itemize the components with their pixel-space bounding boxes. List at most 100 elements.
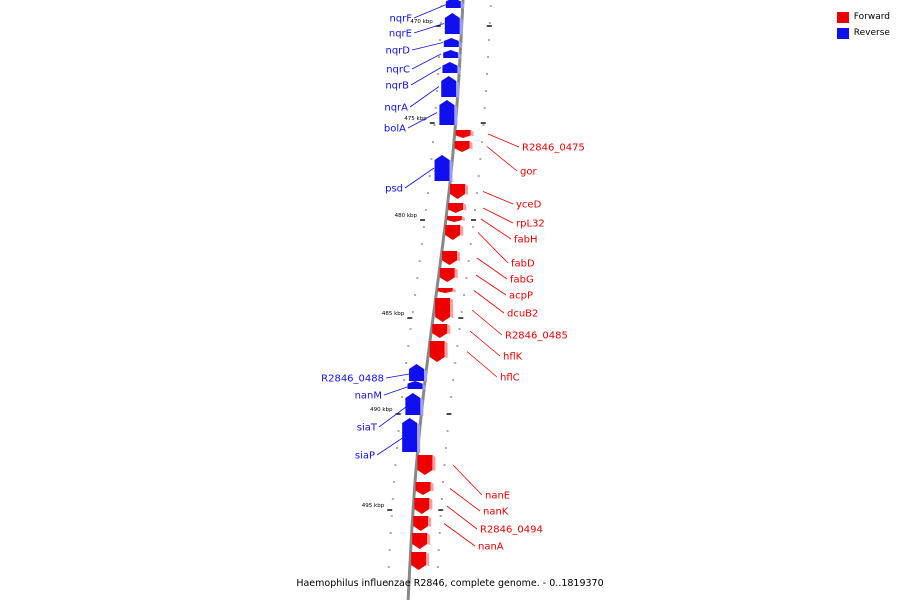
- gene-label[interactable]: nqrC: [386, 65, 410, 76]
- gene-arrow[interactable]: [445, 0, 461, 8]
- gene-r2846_0475[interactable]: R2846_0475: [455, 130, 585, 154]
- gene-leader-line: [482, 191, 514, 205]
- gene-label[interactable]: nanK: [483, 507, 509, 518]
- gene-features[interactable]: nqrF nqrE nqrD nqrC nqrB nqrA bolA R2846_0475go…: [321, 0, 585, 570]
- gene-label[interactable]: rpL32: [516, 219, 545, 230]
- gene-nqrb[interactable]: nqrB: [385, 62, 461, 92]
- gene-arrow[interactable]: [407, 381, 423, 389]
- gene-arrow[interactable]: [412, 533, 428, 549]
- gene-leader-line: [446, 505, 478, 530]
- gene-label[interactable]: R2846_0488: [321, 374, 384, 385]
- gene-arrow[interactable]: [448, 203, 464, 213]
- gene-arrow[interactable]: [413, 516, 429, 531]
- gene-label[interactable]: R2846_0485: [505, 331, 568, 342]
- gene-arrow[interactable]: [417, 455, 433, 475]
- gene-label[interactable]: hflC: [500, 373, 520, 384]
- gene-label[interactable]: R2846_0494: [480, 525, 543, 536]
- legend-item-forward: Forward: [836, 9, 890, 25]
- gene-nqrc[interactable]: nqrC: [386, 50, 462, 76]
- gene-arrow[interactable]: [445, 225, 461, 240]
- gene-yced[interactable]: yceD: [450, 184, 542, 211]
- gene-label[interactable]: acpP: [509, 291, 533, 302]
- gene-arrow[interactable]: [441, 76, 457, 97]
- legend-item-reverse: Reverse: [836, 25, 890, 41]
- gene-label[interactable]: nqrA: [384, 103, 408, 114]
- gene-hflc[interactable]: hflC: [429, 341, 520, 384]
- gene-rpl32[interactable]: rpL32: [448, 203, 545, 230]
- gene-arrow[interactable]: [415, 482, 431, 495]
- gene-label[interactable]: nqrF: [389, 14, 412, 25]
- gene-label[interactable]: nanE: [485, 491, 510, 502]
- gene-label[interactable]: fabH: [514, 235, 538, 246]
- gene-label[interactable]: nqrB: [385, 81, 409, 92]
- gene-nqrd[interactable]: nqrD: [386, 38, 462, 57]
- gene-arrow[interactable]: [405, 393, 421, 415]
- gene-arrow[interactable]: [402, 418, 418, 452]
- gene-unlabeled[interactable]: [412, 533, 431, 549]
- gene-arrow[interactable]: [446, 216, 462, 222]
- gene-arrow[interactable]: [411, 552, 427, 570]
- gene-label[interactable]: R2846_0475: [522, 143, 585, 154]
- gene-label[interactable]: hflK: [503, 352, 523, 363]
- gene-arrow[interactable]: [435, 298, 451, 322]
- gene-arrow[interactable]: [442, 62, 458, 73]
- gene-gor[interactable]: gor: [454, 141, 538, 178]
- gene-label[interactable]: nanM: [355, 391, 382, 402]
- gene-fabd[interactable]: fabD: [445, 225, 535, 270]
- gene-arrow[interactable]: [450, 184, 466, 199]
- gene-arrow[interactable]: [444, 13, 460, 34]
- gene-nana[interactable]: nanA: [413, 516, 504, 553]
- gene-arrow[interactable]: [443, 38, 459, 47]
- gene-arrow[interactable]: [432, 324, 448, 338]
- gene-nane[interactable]: nanE: [417, 455, 510, 502]
- gene-nanm[interactable]: nanM: [355, 381, 426, 402]
- gene-arrow-bevel: [460, 225, 464, 236]
- gene-r2846_0485[interactable]: R2846_0485: [435, 298, 568, 342]
- gene-arrow[interactable]: [439, 100, 455, 125]
- gene-hflk[interactable]: hflK: [432, 324, 523, 363]
- gene-siat[interactable]: siaT: [357, 393, 424, 434]
- gene-arrow[interactable]: [414, 498, 430, 514]
- gene-nqra[interactable]: nqrA: [384, 76, 460, 114]
- gene-nqrf[interactable]: nqrF: [389, 0, 464, 25]
- gene-psd[interactable]: psd: [385, 155, 453, 195]
- gene-nank[interactable]: nanK: [415, 482, 509, 518]
- gene-r2846_0494[interactable]: R2846_0494: [414, 498, 543, 536]
- gene-label[interactable]: bolA: [384, 124, 406, 135]
- gene-arrow[interactable]: [439, 268, 455, 282]
- gene-siap[interactable]: siaP: [355, 418, 421, 462]
- gene-fabh[interactable]: fabH: [446, 216, 538, 246]
- gene-bola[interactable]: bolA: [384, 100, 458, 135]
- gene-arrow[interactable]: [454, 141, 470, 152]
- gene-label[interactable]: fabD: [511, 259, 535, 270]
- gene-leader-line: [480, 218, 512, 240]
- gene-label[interactable]: siaT: [357, 423, 378, 434]
- gene-dcub2[interactable]: dcuB2: [437, 288, 539, 320]
- gene-label[interactable]: psd: [385, 184, 403, 195]
- gene-r2846_0488[interactable]: R2846_0488: [321, 364, 428, 385]
- gene-label[interactable]: nanA: [478, 542, 504, 553]
- gene-label[interactable]: gor: [520, 167, 537, 178]
- gene-arrow-bevel: [454, 268, 458, 279]
- gene-arrow-bevel: [461, 216, 465, 221]
- gene-unlabeled[interactable]: [411, 552, 430, 570]
- gene-label[interactable]: siaP: [355, 451, 375, 462]
- gene-arrow[interactable]: [455, 130, 471, 138]
- gene-arrow[interactable]: [442, 251, 458, 265]
- gene-arrow[interactable]: [443, 50, 459, 58]
- gene-label[interactable]: fabG: [510, 275, 534, 286]
- gene-arrow[interactable]: [434, 155, 450, 181]
- gene-nqre[interactable]: nqrE: [389, 13, 463, 40]
- gene-fabg[interactable]: fabG: [442, 251, 534, 286]
- gene-leader-line: [413, 23, 445, 34]
- gene-leader-line: [410, 67, 442, 86]
- gene-label[interactable]: nqrD: [386, 46, 411, 57]
- gene-label[interactable]: yceD: [516, 200, 542, 211]
- gene-arrow[interactable]: [429, 341, 445, 362]
- gene-label[interactable]: nqrE: [389, 29, 412, 40]
- gene-arrow[interactable]: [437, 288, 453, 293]
- gene-acpp[interactable]: acpP: [439, 268, 533, 302]
- gene-leader-line: [449, 488, 481, 512]
- gene-label[interactable]: dcuB2: [507, 309, 538, 320]
